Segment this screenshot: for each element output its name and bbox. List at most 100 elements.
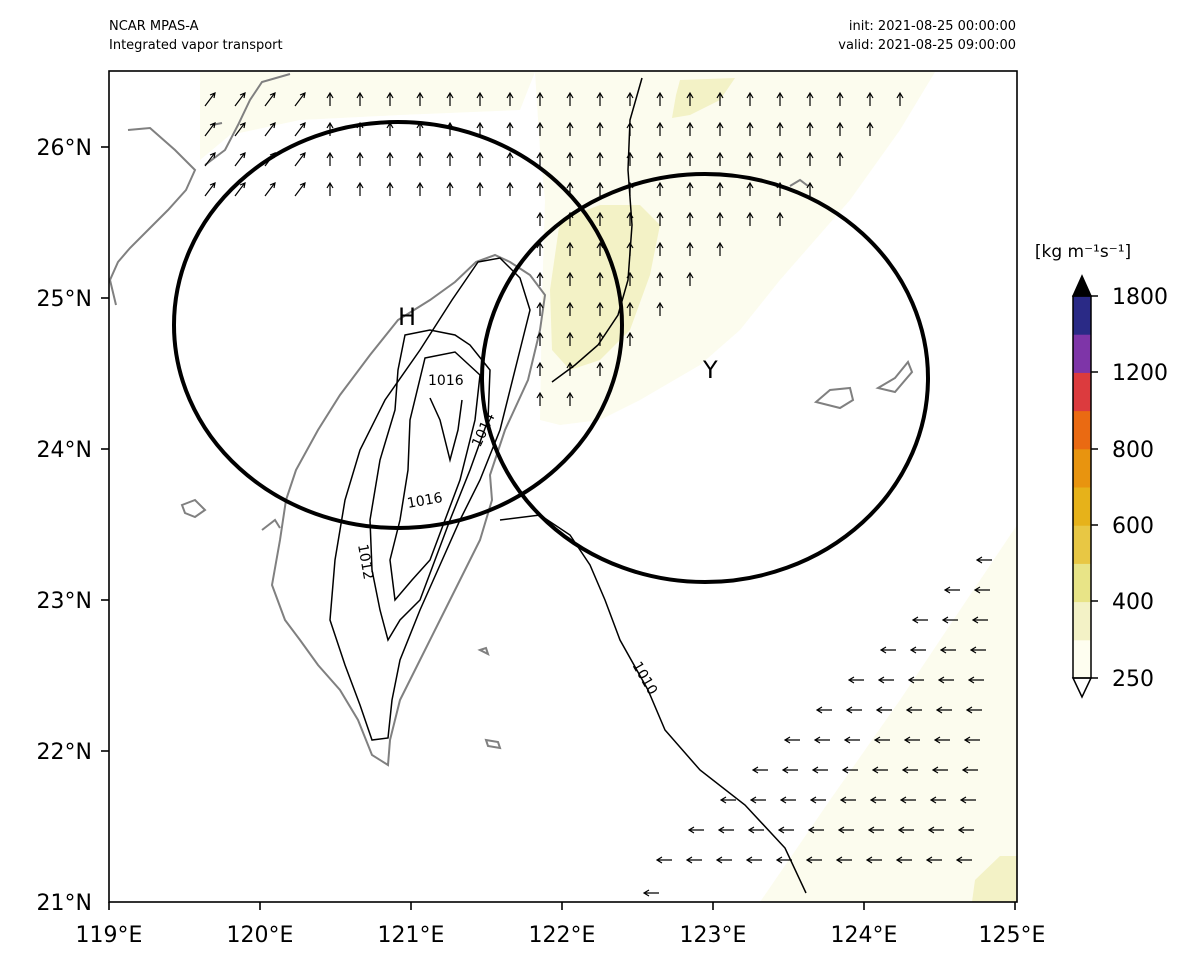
ivt-arrow [836, 91, 844, 106]
lon-tick-label: 124°E [831, 923, 898, 948]
ivt-arrow [746, 181, 754, 196]
ivt-arrow [264, 122, 276, 137]
ivt-arrow [779, 796, 796, 804]
colorbar-extend-max [1071, 274, 1093, 297]
ivt-arrow [626, 331, 634, 346]
ivt-arrow [865, 856, 882, 864]
ivt-arrow [783, 736, 800, 744]
ivt-arrow [536, 391, 544, 406]
ivt-arrow [596, 211, 604, 226]
lon-tick-label: 120°E [227, 923, 294, 948]
lon-tick-labels: 119°E 120°E 121°E 122°E 123°E 124°E 125°… [76, 923, 1046, 948]
ivt-arrow [386, 91, 394, 106]
ivt-arrow [776, 91, 784, 106]
ivt-arrow [813, 736, 830, 744]
lat-tick-label: 21°N [37, 891, 92, 916]
colorbar-swatch [1073, 525, 1091, 564]
ivt-arrow [929, 796, 946, 804]
valid-time: valid: 2021-08-25 09:00:00 [838, 38, 1016, 53]
ivt-arrow [596, 331, 604, 346]
lon-tick-label: 122°E [529, 923, 596, 948]
ivt-arrow [536, 91, 544, 106]
ivt-arrow [626, 241, 634, 256]
ivt-arrow [446, 151, 454, 166]
ivt-arrow [356, 181, 364, 196]
ivt-arrow [836, 151, 844, 166]
ivt-arrow [656, 301, 664, 316]
colorbar-tick-label: 400 [1112, 590, 1154, 615]
ivt-arrow [686, 91, 694, 106]
ivt-arrow [869, 796, 886, 804]
ivt-arrow [626, 121, 634, 136]
lat-tick-labels: 21°N 22°N 23°N 24°N 25°N 26°N [37, 136, 92, 916]
ivt-arrow [815, 706, 832, 714]
ivt-arrow [416, 151, 424, 166]
ivt-arrow [686, 181, 694, 196]
ivt-arrow [806, 151, 814, 166]
ivt-arrow [234, 122, 246, 137]
ivt-arrow [596, 181, 604, 196]
ivt-arrow [837, 826, 854, 834]
ivt-arrow [963, 736, 980, 744]
ivt-arrow [871, 766, 888, 774]
circle-y [480, 172, 930, 584]
isobar-label: 1012 [354, 543, 376, 581]
lat-tick-label: 25°N [37, 287, 92, 312]
ivt-arrow [776, 211, 784, 226]
isobar-label: 1016 [428, 373, 464, 389]
ivt-shading-mid-2 [672, 78, 735, 118]
ivt-arrow [326, 151, 334, 166]
ivt-arrow [899, 796, 916, 804]
ivt-arrow [476, 151, 484, 166]
ivt-arrow [716, 121, 724, 136]
ivt-arrow [446, 181, 454, 196]
colorbar-tick-label: 800 [1112, 438, 1154, 463]
isobar-label: 1016 [406, 490, 444, 512]
ivt-arrow [937, 676, 954, 684]
init-time: init: 2021-08-25 00:00:00 [848, 19, 1016, 34]
ivt-arrow [566, 361, 574, 376]
ivt-arrow [776, 151, 784, 166]
ivt-arrow [746, 151, 754, 166]
ivt-arrow [907, 676, 924, 684]
model-name: NCAR MPAS-A [109, 19, 199, 34]
colorbar-frame [1072, 295, 1092, 679]
ivt-arrow [959, 796, 976, 804]
ivt-arrow [294, 152, 306, 167]
isobar-contours [329, 77, 807, 894]
ivt-arrow [969, 646, 986, 654]
ivt-arrow [843, 736, 860, 744]
ivt-arrow [745, 856, 762, 864]
ivt-arrow [626, 151, 634, 166]
ivt-arrow [686, 271, 694, 286]
ivt-arrow [536, 211, 544, 226]
ivt-arrow [809, 796, 826, 804]
colorbar-tick-label: 600 [1112, 514, 1154, 539]
ivt-arrow [656, 271, 664, 286]
ivt-arrow [656, 121, 664, 136]
ivt-arrow [716, 91, 724, 106]
ivt-arrow [877, 676, 894, 684]
ivt-arrow [716, 181, 724, 196]
ivt-arrow [326, 91, 334, 106]
ivt-arrow [879, 646, 896, 654]
ivt-arrow [847, 676, 864, 684]
ivt-arrow [775, 856, 792, 864]
ivt-arrow [596, 151, 604, 166]
colorbar: [kg m⁻¹s⁻¹] 1800 1200 800 600 400 250 [1035, 242, 1168, 699]
ivt-arrow [751, 766, 768, 774]
title-block: NCAR MPAS-A Integrated vapor transport [109, 17, 283, 55]
ivt-arrow [536, 361, 544, 376]
ivt-arrow [747, 826, 764, 834]
colorbar-tick-label: 250 [1112, 667, 1154, 692]
ivt-arrow [866, 121, 874, 136]
ivt-arrow [596, 301, 604, 316]
ivt-arrow [626, 301, 634, 316]
ivt-arrow [686, 151, 694, 166]
ivt-arrow [943, 586, 960, 594]
colorbar-swatch [1073, 639, 1091, 679]
lat-tick-label: 22°N [37, 740, 92, 765]
ivt-arrow [776, 121, 784, 136]
ivt-arrow [476, 181, 484, 196]
ivt-arrow [941, 616, 958, 624]
